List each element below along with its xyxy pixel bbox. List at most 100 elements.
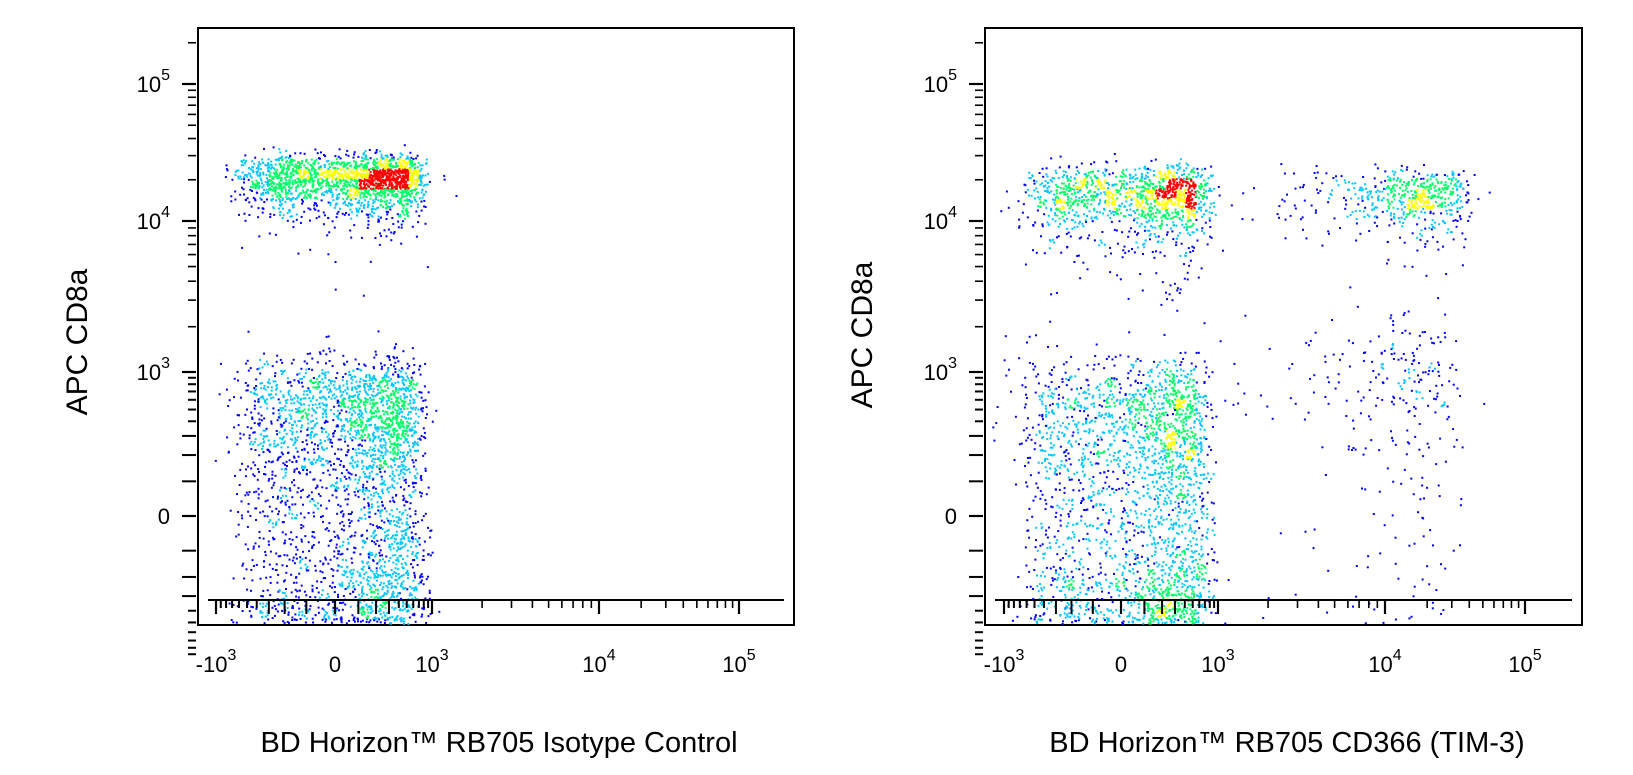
event-point xyxy=(317,444,319,447)
event-point xyxy=(374,189,377,192)
event-point xyxy=(269,594,272,597)
event-point xyxy=(409,382,411,385)
event-point xyxy=(354,411,357,414)
event-point xyxy=(413,587,416,590)
event-point xyxy=(285,170,288,173)
event-point xyxy=(257,170,260,173)
event-point xyxy=(362,153,365,156)
event-point xyxy=(411,379,414,382)
event-point xyxy=(346,444,349,447)
event-point xyxy=(412,372,414,375)
event-point xyxy=(410,563,413,566)
event-point xyxy=(298,192,301,195)
event-point xyxy=(379,187,382,190)
event-point xyxy=(353,171,355,174)
event-point xyxy=(397,433,400,436)
event-point xyxy=(245,175,248,178)
event-point xyxy=(1153,541,1156,544)
event-point xyxy=(346,197,349,200)
event-point xyxy=(401,542,404,545)
event-point xyxy=(402,431,405,434)
event-point xyxy=(303,360,306,363)
event-point xyxy=(424,467,427,470)
event-point xyxy=(413,443,416,446)
event-point xyxy=(239,468,242,471)
event-point xyxy=(351,561,354,564)
event-point xyxy=(391,515,394,518)
event-point xyxy=(287,167,290,170)
event-point xyxy=(332,606,335,609)
event-point xyxy=(290,192,293,195)
event-point xyxy=(350,176,353,179)
event-point xyxy=(373,492,376,495)
event-point xyxy=(378,495,380,498)
event-point xyxy=(314,191,317,194)
event-point xyxy=(307,162,310,165)
event-point xyxy=(376,408,379,410)
event-point xyxy=(407,434,409,437)
event-point xyxy=(328,617,331,620)
event-point xyxy=(271,617,274,619)
event-point xyxy=(301,441,304,443)
event-point xyxy=(397,373,400,376)
event-point xyxy=(316,580,319,583)
event-point xyxy=(230,200,233,203)
event-point xyxy=(351,439,354,442)
event-point xyxy=(316,188,318,191)
event-point xyxy=(399,162,402,165)
event-point xyxy=(400,400,403,403)
event-point xyxy=(364,364,367,367)
event-point xyxy=(406,420,409,423)
event-point xyxy=(374,444,377,447)
event-point xyxy=(359,436,362,439)
event-point xyxy=(403,199,406,202)
event-point xyxy=(252,186,255,189)
event-point xyxy=(389,208,392,211)
event-point xyxy=(372,437,375,440)
event-point xyxy=(278,163,281,165)
event-point xyxy=(350,382,353,385)
event-point xyxy=(392,188,395,191)
event-point xyxy=(367,505,370,508)
event-point xyxy=(1171,473,1174,476)
event-point xyxy=(267,460,270,463)
event-point xyxy=(319,391,321,394)
event-point xyxy=(309,352,312,355)
event-point xyxy=(351,378,354,381)
event-point xyxy=(370,174,372,176)
event-point xyxy=(376,473,379,476)
event-point xyxy=(1106,621,1109,624)
event-point xyxy=(292,226,295,229)
event-point xyxy=(312,395,315,398)
event-point xyxy=(309,194,312,197)
event-point xyxy=(294,181,297,184)
event-point xyxy=(401,387,404,390)
event-point xyxy=(283,597,286,600)
event-point xyxy=(338,148,341,151)
event-point xyxy=(302,525,305,528)
event-point xyxy=(396,446,399,449)
event-point xyxy=(401,465,404,468)
event-point xyxy=(271,176,274,179)
event-point xyxy=(303,408,306,411)
event-point xyxy=(305,416,308,419)
event-point xyxy=(335,546,338,549)
event-point xyxy=(360,444,363,447)
event-point xyxy=(349,208,352,211)
event-point xyxy=(403,488,406,491)
event-point xyxy=(316,600,319,603)
event-point xyxy=(385,592,388,595)
event-point xyxy=(412,158,415,160)
event-point xyxy=(403,479,406,482)
event-point xyxy=(357,430,360,433)
event-point xyxy=(317,181,320,184)
event-point xyxy=(299,152,302,155)
event-point xyxy=(262,441,265,444)
event-point xyxy=(406,179,409,181)
event-point xyxy=(332,184,335,187)
event-point xyxy=(411,434,414,437)
event-point xyxy=(395,444,397,447)
event-point xyxy=(314,461,317,464)
event-point xyxy=(382,595,385,597)
event-point xyxy=(249,174,252,177)
